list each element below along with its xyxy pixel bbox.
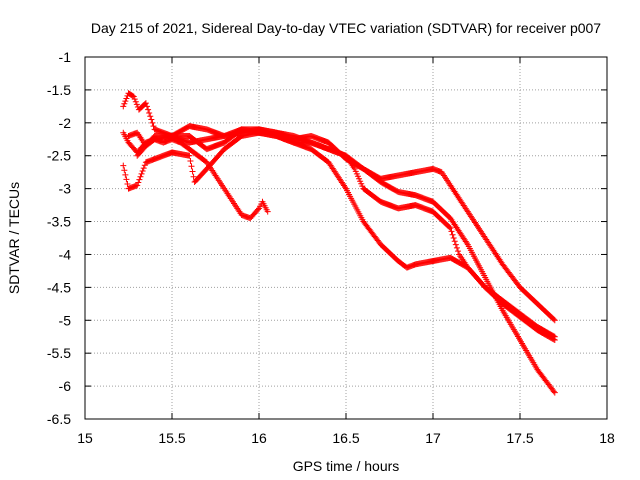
- data-point: [450, 235, 457, 241]
- x-tick-label: 16.5: [332, 430, 359, 446]
- data-point: [140, 165, 147, 172]
- grid-lines: [85, 57, 607, 419]
- data-point: [453, 244, 460, 251]
- data-point: [147, 113, 154, 120]
- x-tick-label: 17.5: [506, 430, 533, 446]
- data-point: [190, 173, 197, 180]
- data-point: [254, 206, 261, 213]
- data-point: [139, 167, 146, 174]
- data-point: [186, 152, 193, 159]
- y-tick-label: -6: [59, 378, 72, 394]
- data-point: [142, 100, 149, 107]
- data-point: [150, 123, 157, 130]
- x-tick-labels: 15 15.5 16 16.5 17 17.5 18: [77, 430, 615, 446]
- data-point: [123, 176, 130, 183]
- y-tick-label: -2.5: [47, 148, 71, 164]
- data-point: [120, 162, 127, 169]
- data-point: [123, 95, 130, 102]
- data-point: [134, 182, 141, 189]
- data-point: [132, 98, 139, 105]
- data-point: [145, 106, 152, 113]
- data-point: [131, 96, 138, 103]
- x-axis-label: GPS time / hours: [293, 458, 400, 474]
- data-point: [138, 170, 145, 177]
- data-point: [188, 163, 195, 170]
- data-points: [120, 90, 558, 396]
- series-track-c: [120, 129, 558, 344]
- data-point: [455, 248, 462, 255]
- data-point: [550, 333, 557, 340]
- data-point: [264, 208, 271, 215]
- x-tick-label: 17: [425, 430, 441, 446]
- y-tick-label: -2: [59, 115, 72, 131]
- data-point: [120, 103, 127, 110]
- data-point: [189, 168, 196, 175]
- data-point: [149, 119, 156, 126]
- data-point: [551, 333, 558, 340]
- data-point: [122, 98, 129, 105]
- y-tick-label: -1: [59, 49, 72, 65]
- data-point: [550, 316, 557, 323]
- data-point: [148, 116, 155, 123]
- data-point: [452, 241, 459, 248]
- data-point: [135, 179, 142, 186]
- series-track-e: [134, 126, 558, 396]
- y-tick-label: -3.5: [47, 214, 71, 230]
- data-point: [136, 176, 143, 183]
- data-point: [446, 224, 453, 231]
- x-tick-label: 15.5: [158, 430, 185, 446]
- data-point: [146, 109, 153, 116]
- data-point: [141, 162, 148, 169]
- data-point: [448, 228, 455, 235]
- y-tick-label: -5.5: [47, 345, 71, 361]
- data-point: [449, 231, 456, 238]
- data-point: [121, 167, 128, 174]
- x-tick-label: 16: [251, 430, 267, 446]
- data-point: [550, 388, 557, 395]
- y-tick-label: -4.5: [47, 279, 71, 295]
- data-point: [124, 181, 131, 188]
- y-tick-labels: -1 -1.5 -2 -2.5 -3 -3.5 -4 -4.5 -5 -5.5 -6 -6.5: [47, 49, 71, 427]
- data-point: [551, 389, 558, 396]
- y-axis-label: SDTVAR / TECUs: [6, 182, 22, 294]
- data-point: [121, 100, 128, 107]
- data-point: [122, 171, 129, 178]
- x-tick-label: 18: [599, 430, 615, 446]
- y-tick-label: -5: [59, 312, 72, 328]
- data-point: [137, 173, 144, 180]
- data-point: [130, 93, 137, 100]
- data-point: [187, 157, 194, 164]
- chart-title: Day 215 of 2021, Sidereal Day-to-day VTE…: [91, 20, 601, 36]
- y-tick-label: -1.5: [47, 82, 71, 98]
- data-point: [143, 103, 150, 110]
- y-tick-label: -3: [59, 181, 72, 197]
- y-tick-label: -6.5: [47, 411, 71, 427]
- data-point: [129, 92, 136, 99]
- x-tick-label: 15: [77, 430, 93, 446]
- data-point: [133, 101, 140, 108]
- data-point: [447, 225, 454, 232]
- data-point: [451, 238, 458, 245]
- y-tick-label: -4: [59, 246, 72, 262]
- axis-ticks: [84, 56, 608, 420]
- data-point: [551, 317, 558, 324]
